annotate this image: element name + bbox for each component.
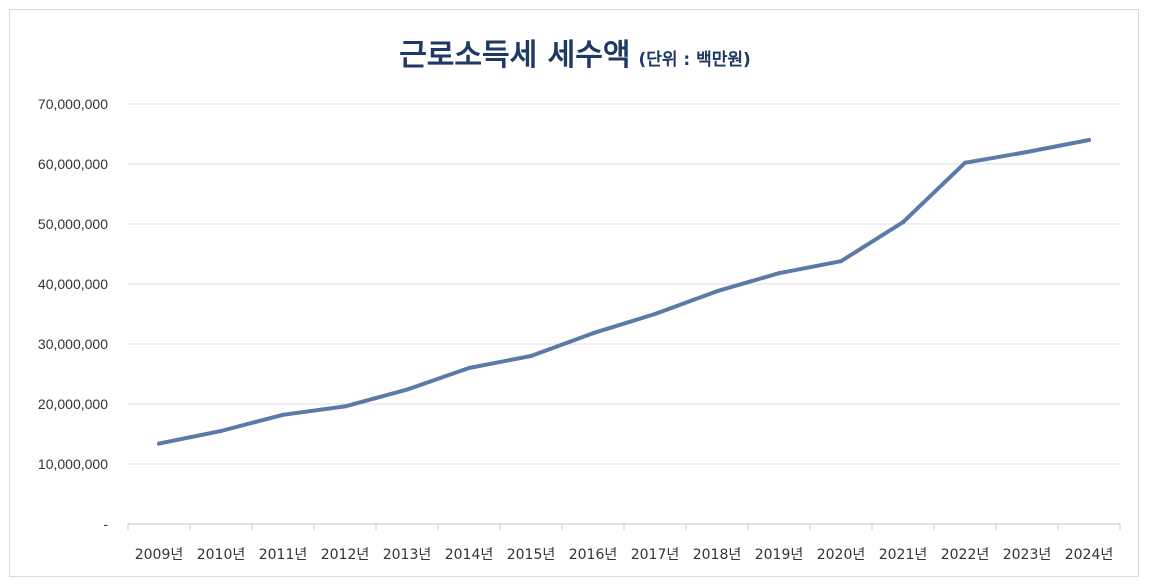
y-tick-label: 40,000,000 (38, 276, 108, 292)
x-axis (127, 523, 1121, 530)
x-tick-label: 2020년 (817, 547, 866, 563)
data-point (1025, 150, 1029, 154)
y-tick-label: 30,000,000 (38, 336, 108, 352)
data-point (901, 220, 905, 225)
data-point (157, 441, 161, 446)
x-tick-label: 2017년 (631, 547, 680, 563)
gridlines (128, 103, 1120, 465)
data-point (219, 429, 223, 433)
x-tick-label: 2015년 (507, 547, 556, 563)
x-tick-label: 2014년 (445, 547, 494, 563)
data-point (591, 331, 595, 336)
data-point (405, 387, 409, 392)
x-tick-label: 2011년 (259, 547, 308, 563)
x-tick-label: 2023년 (1003, 547, 1052, 563)
y-tick-label: 50,000,000 (38, 216, 108, 232)
x-tick-label: 2010년 (197, 547, 246, 563)
data-point (653, 312, 657, 316)
y-tick-label: 10,000,000 (38, 456, 108, 472)
data-point (467, 366, 471, 370)
series-layer (157, 138, 1091, 446)
data-point (281, 412, 285, 417)
series-line (157, 138, 1091, 446)
x-tick-label: 2019년 (755, 547, 804, 563)
x-tick-label: 2022년 (941, 547, 990, 563)
x-axis-ticks: 2009년 2010년 2011년 2012년 2013년 2014년 2015년 2016년… (135, 547, 1114, 563)
data-point (1087, 138, 1091, 142)
data-point (777, 271, 781, 276)
data-point (715, 289, 719, 294)
data-point (839, 259, 843, 264)
y-tick-label: 70,000,000 (38, 96, 108, 112)
y-axis-ticks: - 10,000,000 20,000,000 30,000,000 40,000,00… (38, 96, 108, 532)
x-tick-label: 2009년 (135, 547, 184, 563)
y-tick-label: 60,000,000 (38, 156, 108, 172)
x-tick-label: 2016년 (569, 547, 618, 563)
x-tick-label: 2018년 (693, 547, 742, 563)
data-point (343, 404, 347, 409)
chart-title-block: 근로소득세 세수액 (단위 : 백만원) (0, 30, 1150, 74)
chart-title: 근로소득세 세수액 (399, 38, 631, 73)
data-point (963, 160, 967, 165)
y-tick-label: 20,000,000 (38, 396, 108, 412)
x-tick-label: 2021년 (879, 547, 928, 563)
y-tick-label: - (103, 516, 108, 532)
x-tick-label: 2013년 (383, 547, 432, 563)
chart-unit-label: (단위 : 백만원) (638, 50, 751, 70)
x-tick-label: 2012년 (321, 547, 370, 563)
data-point (529, 354, 533, 358)
x-tick-label: 2024년 (1065, 547, 1114, 563)
